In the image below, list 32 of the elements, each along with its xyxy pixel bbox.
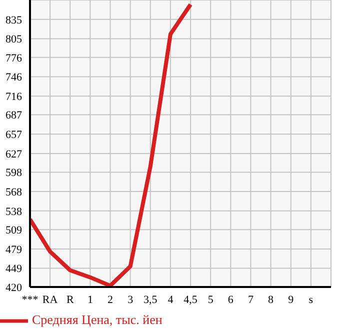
x-tick-label: 8 [268, 294, 274, 306]
y-tick-label: 538 [6, 206, 22, 218]
y-tick-label: 509 [6, 224, 22, 237]
y-tick-label: 716 [6, 91, 22, 103]
x-tick-label: 4,5 [184, 294, 198, 306]
y-tick-label: 568 [6, 186, 22, 198]
y-tick-label: 657 [6, 129, 22, 142]
y-tick-label: 598 [6, 167, 22, 180]
y-tick-label: 449 [6, 263, 22, 276]
x-tick-label: s [308, 294, 314, 306]
y-tick-label: 746 [6, 72, 22, 84]
x-tick-label: R [66, 294, 74, 306]
x-tick-label: 3 [128, 294, 134, 306]
x-tick-label: RA [42, 294, 58, 306]
y-tick-label: 805 [6, 34, 22, 46]
x-tick-label: 7 [248, 294, 254, 306]
x-tick-label: 6 [228, 294, 234, 306]
y-tick-label: 776 [6, 52, 22, 64]
y-tick-label: 835 [6, 14, 22, 26]
x-tick-label: 5 [208, 294, 214, 306]
y-tick-label: 420 [6, 282, 22, 294]
legend-label: Средняя Цена, тыс. йен [32, 312, 162, 327]
x-tick-label: 4 [168, 294, 174, 306]
x-tick-label: 2 [108, 294, 114, 306]
y-tick-label: 687 [6, 110, 22, 122]
x-tick-label: 1 [87, 294, 93, 306]
y-tick-label: 627 [6, 148, 22, 160]
x-tick-label: *** [22, 294, 38, 306]
x-tick-label: 3,5 [144, 294, 158, 306]
x-tick-label: 9 [288, 294, 294, 306]
y-tick-label: 479 [6, 244, 22, 256]
line-series [30, 2, 193, 287]
